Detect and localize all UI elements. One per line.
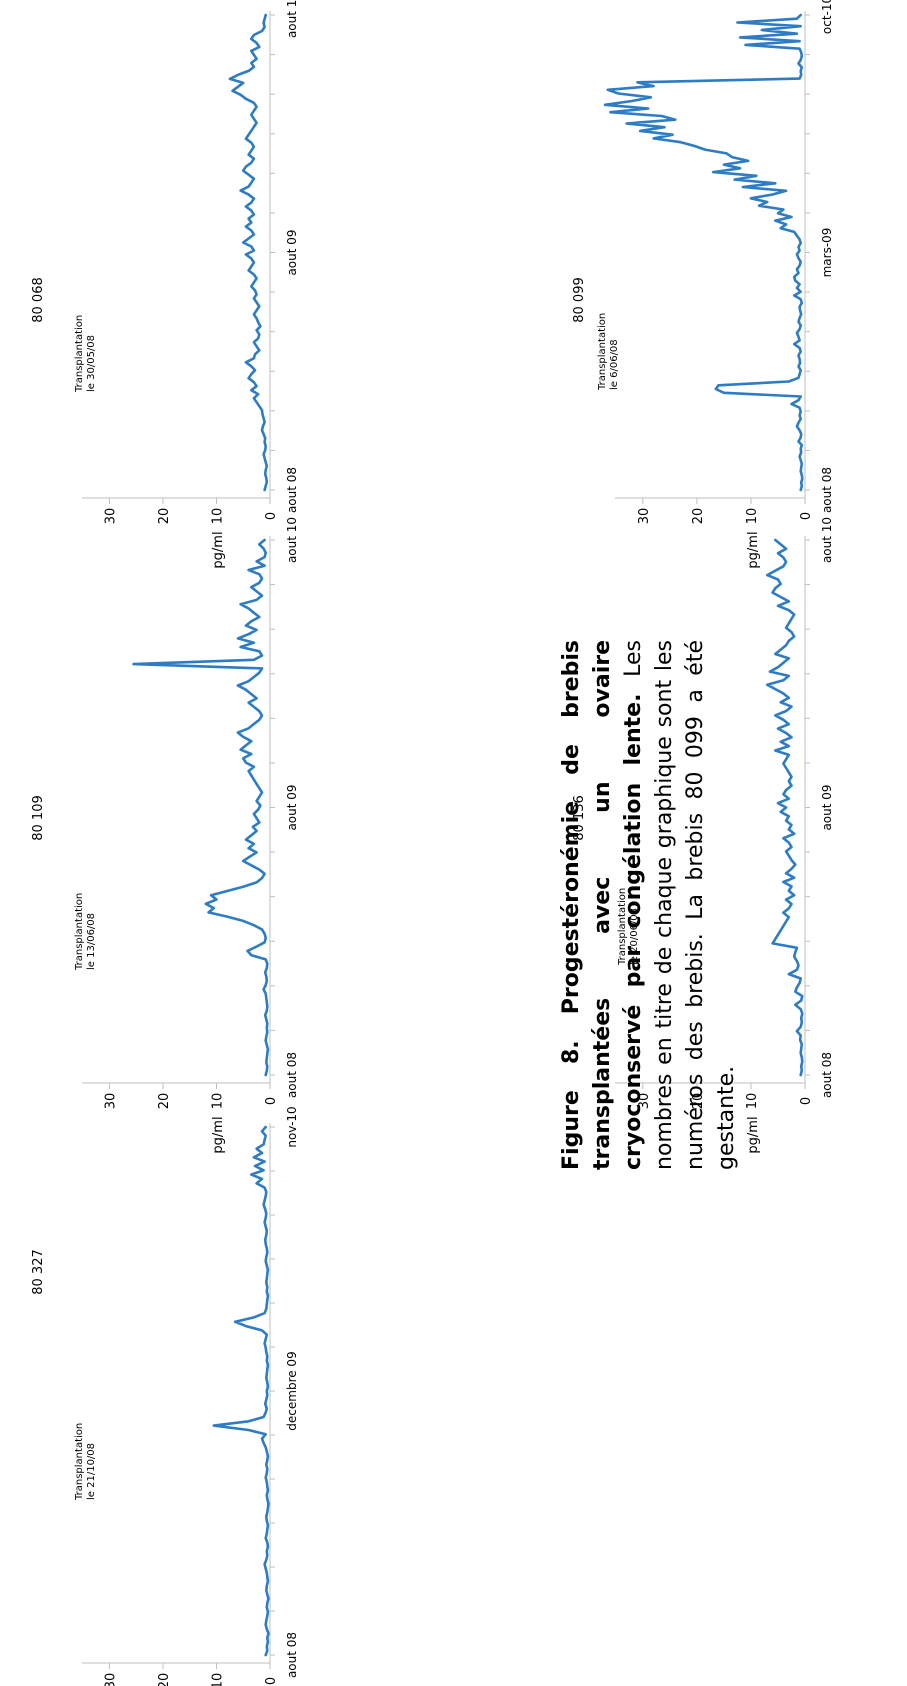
- annotation-line: le 21/10/08: [86, 1443, 97, 1500]
- series-line: [132, 538, 270, 1077]
- chart-title: 80 068: [31, 277, 46, 323]
- y-tick-label: 20: [157, 1093, 172, 1110]
- chart-80068: 0 10 20 30 aout 08 aout 09 aout 10 pg/ml 80 068 T…: [31, 0, 299, 569]
- chart-title: 80 327: [31, 1249, 46, 1295]
- series-line: [603, 13, 804, 492]
- transplantation-annotation: Transplantationle 21/10/08: [74, 1423, 97, 1501]
- x-tick-label: mars-09: [820, 228, 834, 278]
- y-tick-label: 0: [799, 1097, 814, 1105]
- y-axis-label: pg/ml: [211, 1116, 226, 1153]
- y-tick-label: 20: [157, 1673, 172, 1686]
- y-axis-label: pg/ml: [746, 1116, 761, 1153]
- transplantation-annotation: Transplantationle 30/05/08: [74, 315, 97, 393]
- y-tick-label: 20: [691, 508, 706, 525]
- y-tick-label: 0: [799, 512, 814, 520]
- annotation-line: le 20/06/08: [629, 908, 640, 965]
- chart-80109: 0 10 20 30 aout 08 aout 09 aout 10 pg/ml 80 109 T…: [31, 517, 299, 1154]
- y-tick-label: 30: [103, 1093, 118, 1110]
- annotation-line: Transplantation: [74, 1423, 85, 1501]
- series-line: [212, 1125, 270, 1657]
- transplantation-annotation: Transplantationle 13/06/08: [74, 893, 97, 971]
- x-tick-label: aout 08: [285, 1052, 299, 1098]
- y-tick-label: 0: [264, 1677, 279, 1685]
- y-tick-label: 10: [210, 1673, 225, 1686]
- chart-title: 80 136: [572, 795, 587, 841]
- x-tick-label: aout 09: [285, 784, 299, 830]
- y-tick-label: 0: [264, 512, 279, 520]
- y-tick-label: 20: [157, 508, 172, 525]
- chart-80099: 0 10 20 30 aout 08 mars-09 oct-10 pg/ml 80 099 Tr…: [572, 0, 834, 569]
- annotation-line: Transplantation: [597, 313, 608, 391]
- chart-title: 80 099: [572, 277, 587, 323]
- x-tick-label: aout 10: [285, 517, 299, 563]
- series-line: [228, 13, 269, 492]
- y-tick-label: 20: [691, 1093, 706, 1110]
- annotation-line: le 13/06/08: [86, 913, 97, 970]
- x-tick-label: decembre 09: [285, 1351, 299, 1430]
- x-tick-label: oct-10: [820, 0, 834, 34]
- y-tick-label: 30: [103, 508, 118, 525]
- annotation-line: le 30/05/08: [86, 335, 97, 392]
- figure-caption: Figure 8. Progestéronémie de brebis tran…: [556, 640, 742, 1170]
- annotation-line: Transplantation: [74, 893, 85, 971]
- chart-80136: 0 10 20 30 aout 08 aout 09 aout 10 pg/ml 80 136 T…: [572, 517, 834, 1154]
- x-tick-label: aout 08: [820, 1052, 834, 1098]
- y-axis-label: pg/ml: [746, 531, 761, 568]
- y-tick-label: 10: [210, 508, 225, 525]
- series-line: [765, 538, 804, 1077]
- annotation-line: Transplantation: [74, 315, 85, 393]
- x-tick-label: aout 09: [285, 229, 299, 275]
- x-tick-label: aout 09: [820, 784, 834, 830]
- transplantation-annotation: Transplantationle 20/06/08: [617, 888, 640, 966]
- y-tick-label: 10: [210, 1093, 225, 1110]
- y-tick-label: 30: [103, 1673, 118, 1686]
- x-tick-label: aout 08: [820, 467, 834, 513]
- x-tick-label: aout 10: [285, 0, 299, 38]
- chart-title: 80 109: [31, 795, 46, 841]
- chart-80327: 0 10 20 30 aout 08 decembre 09 nov-10 pg/ml 80 3…: [31, 1106, 299, 1686]
- x-tick-label: aout 08: [285, 467, 299, 513]
- y-axis-label: pg/ml: [211, 531, 226, 568]
- y-tick-label: 10: [745, 1093, 760, 1110]
- y-tick-label: 0: [264, 1097, 279, 1105]
- transplantation-annotation: Transplantationle 6/06/08: [597, 313, 620, 391]
- x-tick-label: aout 08: [285, 1632, 299, 1678]
- y-tick-label: 30: [637, 1093, 652, 1110]
- annotation-line: Transplantation: [617, 888, 628, 966]
- x-tick-label: aout 10: [820, 517, 834, 563]
- annotation-line: le 6/06/08: [609, 339, 620, 390]
- y-tick-label: 10: [745, 508, 760, 525]
- y-tick-label: 30: [637, 508, 652, 525]
- x-tick-label: nov-10: [285, 1106, 299, 1147]
- caption-title: Figure 8. Progestéronémie de brebis tran…: [559, 640, 646, 1170]
